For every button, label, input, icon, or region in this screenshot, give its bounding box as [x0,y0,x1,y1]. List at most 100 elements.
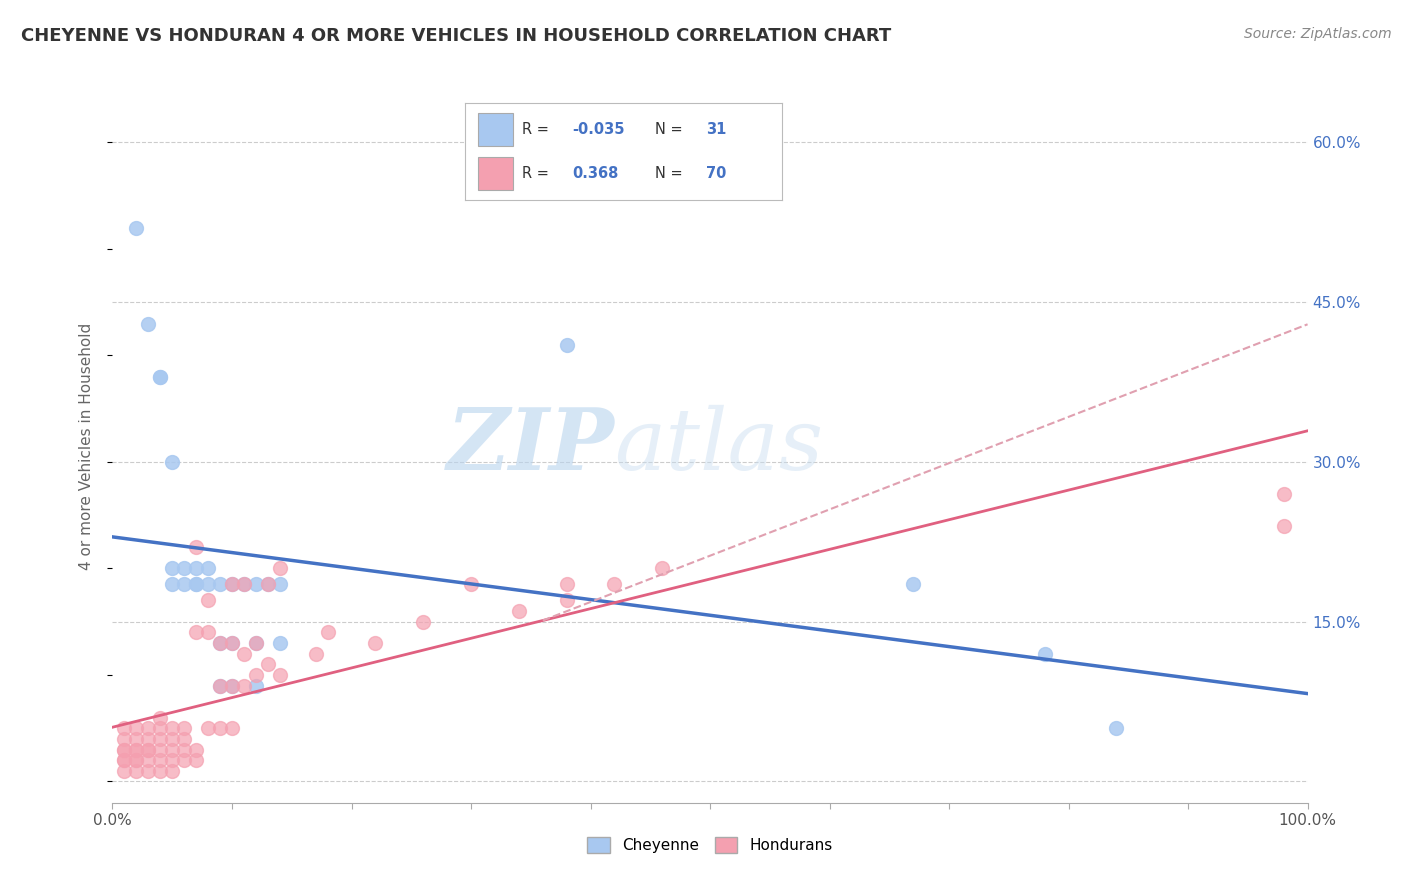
Text: ZIP: ZIP [447,404,614,488]
Point [125,731,148,746]
Point [162,577,183,591]
Point [173,742,195,756]
Point [162,731,183,746]
Point [197,721,219,735]
Point [173,731,195,746]
Point [162,455,183,469]
Point [221,679,243,693]
Point [1272,487,1295,501]
Point [245,679,267,693]
Point [173,753,195,767]
Point [197,561,219,575]
Point [245,636,267,650]
Point [221,577,243,591]
Point [162,764,183,778]
Text: Source: ZipAtlas.com: Source: ZipAtlas.com [1244,27,1392,41]
Point [138,317,160,331]
Point [125,721,148,735]
Point [149,764,172,778]
Point [221,679,243,693]
Point [1105,721,1128,735]
Point [269,668,291,682]
Point [269,561,291,575]
Point [197,593,219,607]
Point [209,679,232,693]
Point [209,636,232,650]
Point [114,721,135,735]
Point [1272,519,1295,533]
Point [114,764,135,778]
Point [125,764,148,778]
Point [114,742,135,756]
Point [186,753,208,767]
Point [186,561,208,575]
Point [257,657,280,672]
Point [162,561,183,575]
Point [209,721,232,735]
Point [903,577,925,591]
Point [508,604,530,618]
Point [269,577,291,591]
Point [555,577,578,591]
Point [125,742,148,756]
Point [186,742,208,756]
Point [162,721,183,735]
Point [221,636,243,650]
Point [149,742,172,756]
Point [125,220,148,235]
Point [233,647,256,661]
Point [316,625,339,640]
Point [209,679,232,693]
Point [125,753,148,767]
Point [245,636,267,650]
Point [233,577,256,591]
Point [364,636,387,650]
Point [149,369,172,384]
Point [114,753,135,767]
Point [221,577,243,591]
Point [138,764,160,778]
Point [125,753,148,767]
Point [651,561,673,575]
Point [149,369,172,384]
Point [173,561,195,575]
Point [125,742,148,756]
Text: atlas: atlas [614,405,824,487]
Point [149,710,172,724]
Point [138,731,160,746]
Point [173,721,195,735]
Legend: Cheyenne, Hondurans: Cheyenne, Hondurans [581,831,839,859]
Point [149,721,172,735]
Point [114,731,135,746]
Point [305,647,328,661]
Point [233,577,256,591]
Point [209,577,232,591]
Point [197,625,219,640]
Point [173,577,195,591]
Point [257,577,280,591]
Point [257,577,280,591]
Point [186,577,208,591]
Point [149,753,172,767]
Point [245,668,267,682]
Point [138,742,160,756]
Point [555,338,578,352]
Point [138,753,160,767]
Point [197,577,219,591]
Point [138,742,160,756]
Point [412,615,434,629]
Point [186,625,208,640]
Point [221,721,243,735]
Point [114,753,135,767]
Point [138,721,160,735]
Y-axis label: 4 or more Vehicles in Household: 4 or more Vehicles in Household [79,322,94,570]
Point [209,636,232,650]
Point [555,593,578,607]
Text: CHEYENNE VS HONDURAN 4 OR MORE VEHICLES IN HOUSEHOLD CORRELATION CHART: CHEYENNE VS HONDURAN 4 OR MORE VEHICLES … [21,27,891,45]
Point [233,679,256,693]
Point [186,577,208,591]
Point [162,742,183,756]
Point [162,753,183,767]
Point [603,577,626,591]
Point [1033,647,1056,661]
